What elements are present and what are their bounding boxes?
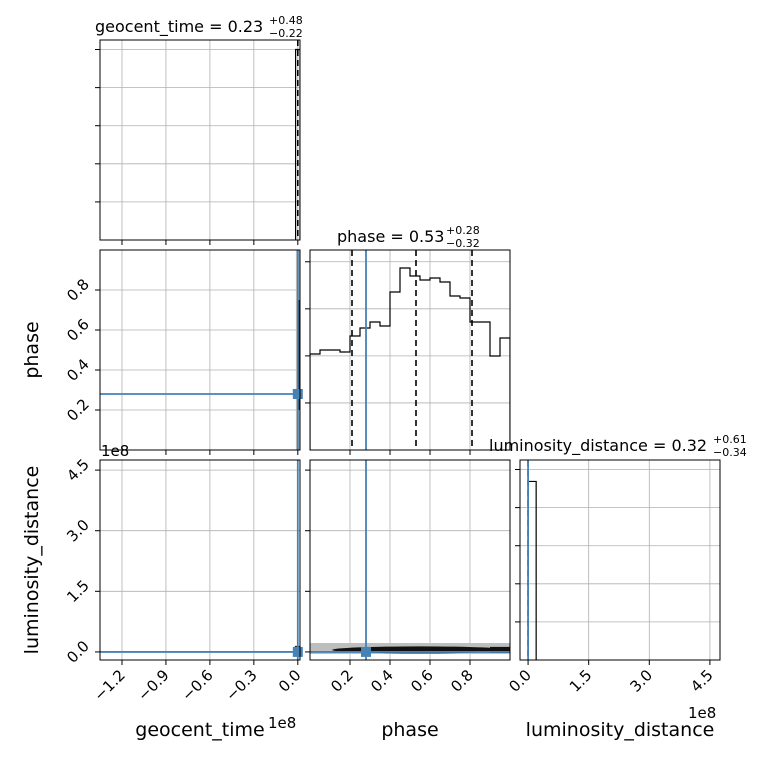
- hist-bar-phase-0: [310, 354, 320, 450]
- frame-layer: [95, 39, 721, 665]
- panel-frame-2-2: [519, 459, 721, 661]
- hist-bar-phase-1: [320, 350, 330, 450]
- title-luminosity-distance-minus: −0.34: [713, 446, 747, 459]
- hist-bar-phase-10: [410, 276, 420, 450]
- ticklabel-y-phase-0: 0.2: [63, 395, 93, 425]
- ticklabel-y-luminosity-distance-1: 1.5: [63, 577, 93, 607]
- ticklabel-x-phase-1: 0.4: [367, 666, 397, 696]
- ticklabel-y-luminosity-distance-3: 4.5: [63, 455, 93, 485]
- ylabel-phase: phase: [21, 321, 43, 378]
- ticklabel-y-phase-1: 0.4: [63, 355, 93, 385]
- ticklabel-y-phase-2: 0.6: [63, 315, 93, 345]
- ticklabel-x-phase-3: 0.8: [447, 666, 477, 696]
- title-luminosity-distance-plus: +0.61: [713, 433, 747, 446]
- hist-bar-phase-15: [460, 298, 470, 450]
- hist-bar-luminosity-distance-0: [528, 481, 536, 660]
- ylabel-luminosity-distance: luminosity_distance: [21, 466, 43, 655]
- truth-marker-luminosity-distance-geocent-time: [292, 646, 303, 657]
- ticklabel-x-geocent-time-2: −0.6: [178, 666, 216, 704]
- ticklabel-x-geocent-time-3: −0.3: [222, 666, 260, 704]
- hist-bar-phase-12: [430, 278, 440, 450]
- ticklabel-x-phase-2: 0.6: [407, 666, 437, 696]
- hist-bar-phase-6: [370, 322, 380, 450]
- hist-bar-phase-2: [330, 350, 340, 450]
- density-core-phase-geocent-time: [297, 300, 300, 410]
- title-luminosity-distance: luminosity_distance = 0.32: [489, 436, 707, 456]
- truth-marker-luminosity-distance-phase: [361, 646, 371, 657]
- hist-bar-phase-7: [380, 326, 390, 450]
- hist-outline-geocent-time: [295, 48, 300, 240]
- hist-bar-phase-19: [500, 338, 510, 450]
- text-layer: geocent_time = 0.23 +0.48 −0.22 phase = …: [21, 14, 747, 741]
- hist-outline-phase: [310, 267, 510, 450]
- hist-bar-phase-17: [480, 322, 490, 450]
- hist-bar-phase-13: [440, 282, 450, 450]
- title-geocent-time: geocent_time = 0.23: [95, 17, 263, 37]
- title-phase-plus: +0.28: [446, 224, 480, 237]
- hist-bar-phase-5: [360, 328, 370, 450]
- ticklabel-x-luminosity-distance-1: 1.5: [566, 666, 596, 696]
- xlabel-luminosity-distance: luminosity_distance: [526, 719, 715, 741]
- ticklabel-y-phase-3: 0.8: [63, 275, 93, 305]
- panel-frame-1-1: [309, 249, 511, 451]
- ticklabel-y-luminosity-distance-2: 3.0: [63, 516, 93, 546]
- title-phase: phase = 0.53: [337, 227, 444, 246]
- panel-frame-0-2: [99, 459, 301, 661]
- panel-frame-1-2: [309, 459, 511, 661]
- offset-luminosity-distance-x: 1e8: [688, 704, 716, 722]
- ticklabel-x-luminosity-distance-3: 4.5: [687, 666, 717, 696]
- panel-frame-0-0: [99, 39, 301, 241]
- ticklabel-x-luminosity-distance-0: 0.0: [505, 666, 535, 696]
- hist-bar-phase-11: [420, 280, 430, 450]
- density-edge-luminosity-distance-phase: [490, 646, 510, 653]
- ticklabel-x-geocent-time-4: 0.0: [275, 666, 305, 696]
- title-phase-minus: −0.32: [446, 237, 480, 250]
- hist-outline-luminosity-distance: [527, 480, 537, 660]
- ticklabel-y-luminosity-distance-0: 0.0: [63, 637, 93, 667]
- hist-bar-phase-9: [400, 268, 410, 450]
- data-layer: [100, 40, 537, 660]
- ticklabel-x-phase-0: 0.2: [327, 666, 357, 696]
- xlabel-geocent-time: geocent_time: [135, 719, 264, 741]
- xlabel-phase: phase: [381, 719, 438, 741]
- title-geocent-time-plus: +0.48: [269, 14, 303, 27]
- hist-bar-phase-3: [340, 352, 350, 450]
- panel-frame-0-1: [99, 249, 301, 451]
- offset-luminosity-distance-y: 1e8: [101, 442, 129, 460]
- offset-geocent-time-x: 1e8: [268, 714, 296, 732]
- hist-bar-phase-14: [450, 296, 460, 450]
- grid-layer: [100, 40, 720, 660]
- truth-marker-phase-geocent-time: [292, 389, 303, 399]
- hist-bar-phase-8: [390, 292, 400, 450]
- title-geocent-time-minus: −0.22: [269, 27, 303, 40]
- ticklabel-x-geocent-time-1: −0.9: [134, 666, 172, 704]
- ticklabel-x-luminosity-distance-2: 3.0: [627, 666, 657, 696]
- ticklabel-x-geocent-time-0: −1.2: [90, 666, 128, 704]
